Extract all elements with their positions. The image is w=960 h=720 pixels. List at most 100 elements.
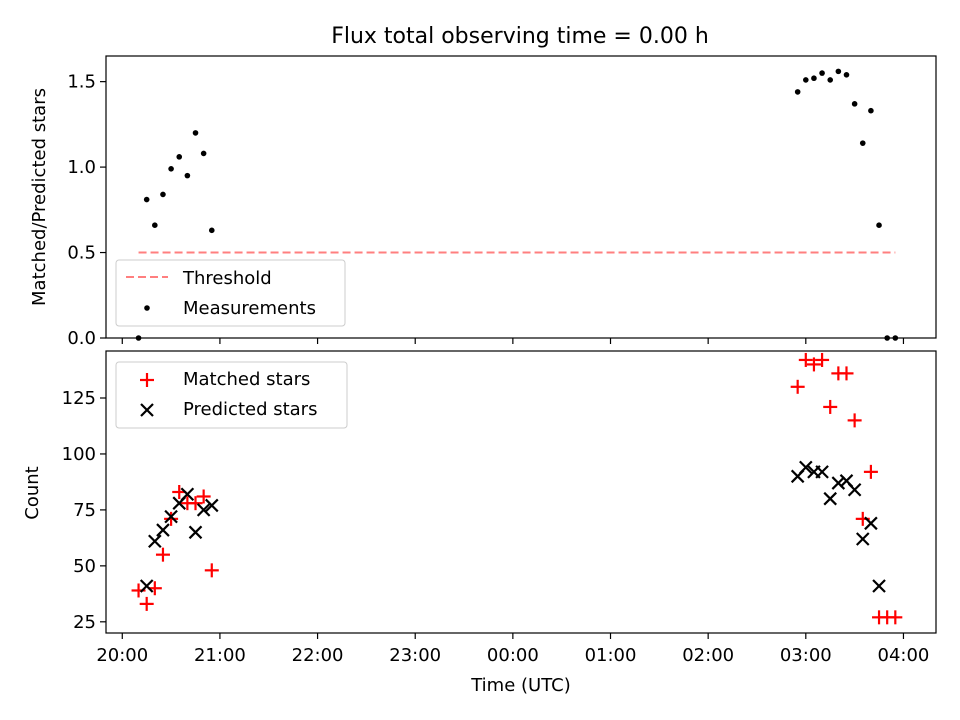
matched-star-point xyxy=(847,413,862,428)
predicted-star-point xyxy=(864,516,878,531)
predicted-star-x-b xyxy=(815,465,829,479)
predicted-star-point xyxy=(205,498,219,513)
legend-threshold-label: Threshold xyxy=(182,268,272,289)
measurement-point xyxy=(819,70,825,76)
top-axes-frame xyxy=(105,55,937,339)
legend-measurements-label: Measurements xyxy=(183,298,316,319)
bottom-x-tick-label: 03:00 xyxy=(780,645,832,666)
bottom-axes-frame xyxy=(105,350,937,634)
matched-star-point xyxy=(863,464,878,479)
top-y-tick-label: 0.0 xyxy=(67,328,96,349)
predicted-star-x-b xyxy=(831,476,846,490)
bottom-x-tick-label: 21:00 xyxy=(194,645,246,666)
bottom-y-tick-label: 50 xyxy=(73,556,96,577)
predicted-star-point xyxy=(823,491,837,506)
top-y-ticks: 0.0 0.5 1.0 1.5 xyxy=(67,72,106,349)
top-y-tick-label: 1.5 xyxy=(67,72,96,93)
predicted-star-point xyxy=(855,532,870,546)
bottom-x-tick-label: 22:00 xyxy=(292,645,344,666)
bottom-x-tick-label: 00:00 xyxy=(487,645,539,666)
predicted-star-x-b xyxy=(188,525,203,540)
x-axis-label: Time (UTC) xyxy=(470,675,571,696)
bottom-legend: Matched stars Predicted stars xyxy=(115,361,348,429)
measurement-point xyxy=(143,196,150,203)
predicted-star-x-b xyxy=(196,503,211,517)
matched-star-point xyxy=(806,357,821,372)
measurement-point xyxy=(184,172,191,179)
predicted-star-point xyxy=(156,523,170,537)
predicted-star-point xyxy=(872,579,886,593)
bottom-legend-box xyxy=(115,361,348,429)
measurement-point xyxy=(835,68,842,75)
predicted-star-point xyxy=(799,460,813,475)
bottom-x-tick-label: 20:00 xyxy=(96,645,148,666)
bottom-y-tick-label: 75 xyxy=(73,500,96,521)
predicted-star-x-b xyxy=(799,460,813,475)
bottom-y-tick-label: 125 xyxy=(62,388,96,409)
measurement-point xyxy=(851,101,858,107)
matched-star-point xyxy=(188,496,203,511)
bottom-x-ticks: 20:00 21:00 22:00 23:00 00:00 01:00 02:00 03:00… xyxy=(96,633,929,666)
measurement-point xyxy=(168,166,174,172)
predicted-star-point xyxy=(180,487,195,502)
predicted-star-x-b xyxy=(205,498,219,513)
top-panel: 0.0 0.5 1.0 1.5 Matched/Predicted stars Thr… xyxy=(29,55,937,349)
measurement-point xyxy=(160,191,166,198)
chart-title: Flux total observing time = 0.00 h xyxy=(331,24,709,49)
measurement-point xyxy=(827,77,834,83)
predicted-star-x-b xyxy=(148,534,162,549)
predicted-star-point xyxy=(847,482,862,497)
measurement-point xyxy=(811,75,817,82)
bottom-y-tick-label: 25 xyxy=(73,612,96,633)
bottom-x-tick-label: 23:00 xyxy=(389,645,441,666)
measurement-point xyxy=(794,89,801,95)
predicted-star-point xyxy=(831,476,846,490)
legend-predicted-label: Predicted stars xyxy=(183,399,317,420)
predicted-star-x-b xyxy=(847,482,862,497)
predicted-star-point xyxy=(164,509,178,524)
measurement-point xyxy=(192,130,199,136)
bottom-x-tick-label: 04:00 xyxy=(878,645,930,666)
measurement-point xyxy=(843,72,850,78)
bottom-panel: 25 50 75 100 125 20:00 21:00 22:00 23:00 00:00 01… xyxy=(22,350,937,696)
top-legend-box xyxy=(115,259,346,327)
top-plot-content xyxy=(135,68,899,341)
measurement-point xyxy=(803,77,809,83)
predicted-star-point xyxy=(188,525,203,540)
measurement-point xyxy=(152,222,158,228)
matched-star-point xyxy=(164,511,179,526)
matched-star-point xyxy=(790,379,805,394)
matched-star-point xyxy=(139,596,154,611)
measurement-point xyxy=(868,107,874,114)
legend-matched-swatch xyxy=(140,373,154,387)
predicted-star-x-b xyxy=(180,487,195,502)
matched-star-point xyxy=(798,352,813,367)
top-y-tick-label: 0.5 xyxy=(67,243,96,264)
predicted-star-x-b xyxy=(164,509,178,524)
top-x-ticks xyxy=(121,338,905,344)
matched-star-point xyxy=(888,610,903,625)
matched-star-point xyxy=(823,399,838,414)
predicted-star-x-b xyxy=(139,579,154,593)
predicted-star-x-b xyxy=(823,491,837,506)
predicted-star-x-b xyxy=(872,579,886,593)
bottom-x-tick-label: 01:00 xyxy=(585,645,637,666)
bottom-plot-content xyxy=(131,352,903,625)
matched-star-point xyxy=(204,563,219,578)
predicted-star-x-b xyxy=(839,474,854,488)
predicted-star-x-b xyxy=(864,516,878,531)
predicted-star-point xyxy=(148,534,162,549)
matched-star-point xyxy=(839,366,854,381)
bottom-y-axis-label: Count xyxy=(22,466,43,519)
predicted-star-x-b xyxy=(855,532,870,546)
matched-star-point xyxy=(196,489,211,504)
top-y-tick-label: 1.0 xyxy=(67,157,96,178)
predicted-star-point xyxy=(815,465,829,479)
top-y-axis-label: Matched/Predicted stars xyxy=(29,88,50,306)
predicted-star-x-b xyxy=(156,523,170,537)
legend-matched-label: Matched stars xyxy=(183,369,310,390)
predicted-star-point xyxy=(196,503,211,517)
top-legend: Threshold Measurements xyxy=(115,259,346,327)
legend-measurements-swatch xyxy=(144,305,150,311)
measurement-point xyxy=(176,154,183,160)
